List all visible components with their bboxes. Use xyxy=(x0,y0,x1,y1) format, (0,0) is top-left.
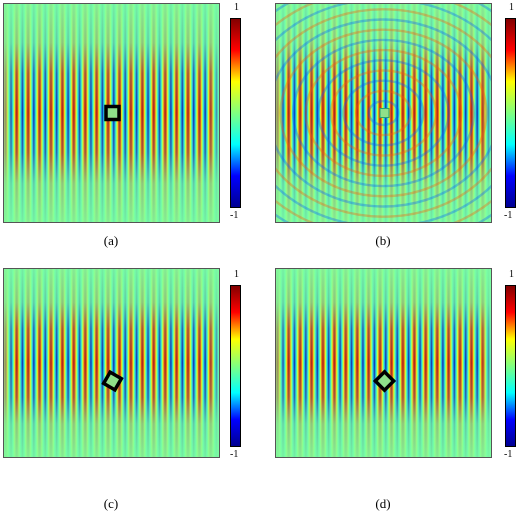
scatterer-square xyxy=(101,369,124,393)
colorbar-min-label-b: -1 xyxy=(504,210,513,221)
colorbar-b xyxy=(505,18,516,208)
colorbar-max-label-a: 1 xyxy=(234,2,239,13)
colorbar-d xyxy=(505,285,516,447)
panel-label-c: (c) xyxy=(103,496,119,511)
field-plot-a xyxy=(3,3,220,223)
scatterer-square xyxy=(379,108,390,118)
colorbar-c xyxy=(230,285,241,447)
panel-label-b: (b) xyxy=(375,233,391,248)
scatterer-square xyxy=(104,104,121,122)
scatterer-square xyxy=(372,369,397,393)
field-plot-d xyxy=(275,268,492,458)
panel-label-a: (a) xyxy=(103,233,119,248)
colorbar-min-label-d: -1 xyxy=(504,449,513,460)
colorbar-a xyxy=(230,18,241,208)
colorbar-min-label-c: -1 xyxy=(230,449,239,460)
field-plot-c xyxy=(3,268,220,458)
colorbar-max-label-b: 1 xyxy=(509,2,514,13)
colorbar-max-label-d: 1 xyxy=(509,269,514,280)
field-plot-b xyxy=(275,3,492,223)
colorbar-min-label-a: -1 xyxy=(230,210,239,221)
colorbar-max-label-c: 1 xyxy=(234,269,239,280)
panel-label-d: (d) xyxy=(375,496,391,511)
